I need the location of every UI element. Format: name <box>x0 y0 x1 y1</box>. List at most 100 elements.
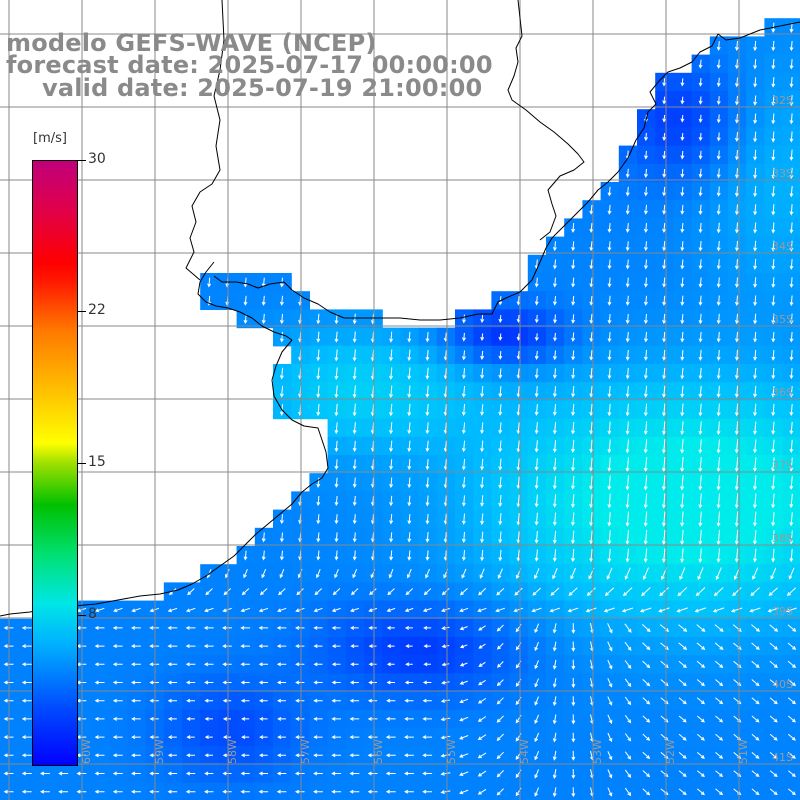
wind-arrow <box>643 548 648 563</box>
wind-arrow <box>678 642 688 650</box>
wind-arrow <box>769 679 778 687</box>
wind-arrow <box>642 733 651 741</box>
wind-arrow <box>334 331 339 343</box>
wind-arrow <box>696 697 706 705</box>
longitude-label: 52W <box>664 739 677 764</box>
wind-arrow <box>186 753 195 758</box>
wind-arrow <box>680 331 685 343</box>
coastline-segment <box>213 21 800 321</box>
wind-arrow <box>698 421 703 436</box>
wind-arrow <box>753 40 758 52</box>
wind-arrow <box>752 457 757 472</box>
wind-arrow <box>678 752 687 759</box>
wind-arrow <box>625 277 630 288</box>
wind-arrow <box>678 624 688 632</box>
wind-arrow <box>480 404 485 416</box>
wind-arrow <box>407 550 412 561</box>
wind-arrow <box>734 421 739 435</box>
wind-arrow <box>696 733 705 741</box>
wind-arrow <box>658 607 670 613</box>
wind-arrow <box>94 625 105 630</box>
wind-arrow <box>734 59 739 70</box>
wind-arrow <box>350 607 359 613</box>
wind-arrow <box>624 678 632 688</box>
wind-arrow <box>753 313 758 325</box>
wind-arrow <box>407 495 412 507</box>
wind-arrow <box>643 457 648 473</box>
wind-arrow <box>625 421 630 435</box>
wind-arrow <box>276 789 287 794</box>
wind-arrow <box>716 168 721 179</box>
wind-arrow <box>734 349 739 361</box>
wind-arrow <box>552 350 557 361</box>
wind-arrow <box>716 96 721 106</box>
wind-arrow <box>662 151 667 160</box>
wind-arrow <box>185 662 196 667</box>
wind-arrow <box>734 493 739 509</box>
wind-arrow <box>752 475 757 491</box>
wind-arrow <box>788 567 795 580</box>
wind-arrow <box>552 549 557 562</box>
wind-arrow <box>496 624 504 632</box>
wind-arrow <box>752 530 757 545</box>
wind-arrow <box>534 623 540 634</box>
wind-arrow <box>622 587 633 597</box>
longitude-label: 53W <box>591 739 604 764</box>
wind-arrow <box>624 715 632 724</box>
wind-arrow <box>771 421 776 435</box>
wind-arrow <box>624 787 632 797</box>
wind-arrow <box>552 259 557 270</box>
wind-arrow <box>571 494 575 508</box>
wind-arrow <box>186 735 195 740</box>
wind-arrow <box>715 770 724 777</box>
wind-arrow <box>714 642 724 650</box>
wind-arrow <box>389 385 394 399</box>
wind-arrow <box>277 716 286 721</box>
wind-arrow <box>662 78 667 87</box>
longitude-label: 54W <box>518 739 531 764</box>
wind-arrow <box>94 680 105 685</box>
wind-arrow <box>112 644 123 649</box>
wind-arrow <box>295 680 305 685</box>
wind-arrow <box>678 788 687 796</box>
forecast-date: forecast date: 2025-07-17 00:00:00 <box>6 51 493 79</box>
wind-arrow <box>771 511 776 527</box>
latitude-label: 40S <box>772 678 793 691</box>
wind-arrow <box>243 569 248 579</box>
wind-arrow <box>276 644 287 649</box>
wind-arrow <box>715 788 724 796</box>
wind-arrow <box>498 494 503 508</box>
wind-arrow <box>480 531 485 544</box>
wind-arrow <box>459 607 469 613</box>
wind-arrow <box>753 222 758 234</box>
wind-arrow <box>496 642 504 650</box>
wind-arrow <box>680 475 685 491</box>
wind-arrow <box>131 716 141 721</box>
wind-arrow <box>771 277 776 288</box>
wind-arrow <box>185 625 196 630</box>
wind-arrow <box>480 549 485 562</box>
wind-arrow <box>516 494 521 508</box>
wind-arrow <box>277 698 287 703</box>
wind-arrow <box>441 644 450 649</box>
wind-arrow <box>313 753 323 758</box>
wind-arrow <box>368 644 377 649</box>
wind-arrow <box>789 113 794 125</box>
wind-arrow <box>625 223 630 233</box>
wind-arrow <box>789 368 794 380</box>
wind-arrow <box>332 588 341 596</box>
wind-arrow <box>698 150 703 160</box>
wind-arrow <box>734 511 739 527</box>
wind-arrow <box>422 771 433 776</box>
wind-arrow <box>625 204 630 215</box>
wind-arrow <box>185 771 196 776</box>
wind-arrow <box>734 548 739 563</box>
wind-arrow <box>313 625 323 630</box>
wind-arrow <box>714 660 724 668</box>
wind-arrow <box>607 241 612 252</box>
wind-arrow <box>349 771 360 776</box>
wind-arrow <box>496 661 504 668</box>
wind-arrow <box>389 532 394 543</box>
wind-arrow <box>21 789 32 794</box>
wind-arrow <box>389 349 394 362</box>
